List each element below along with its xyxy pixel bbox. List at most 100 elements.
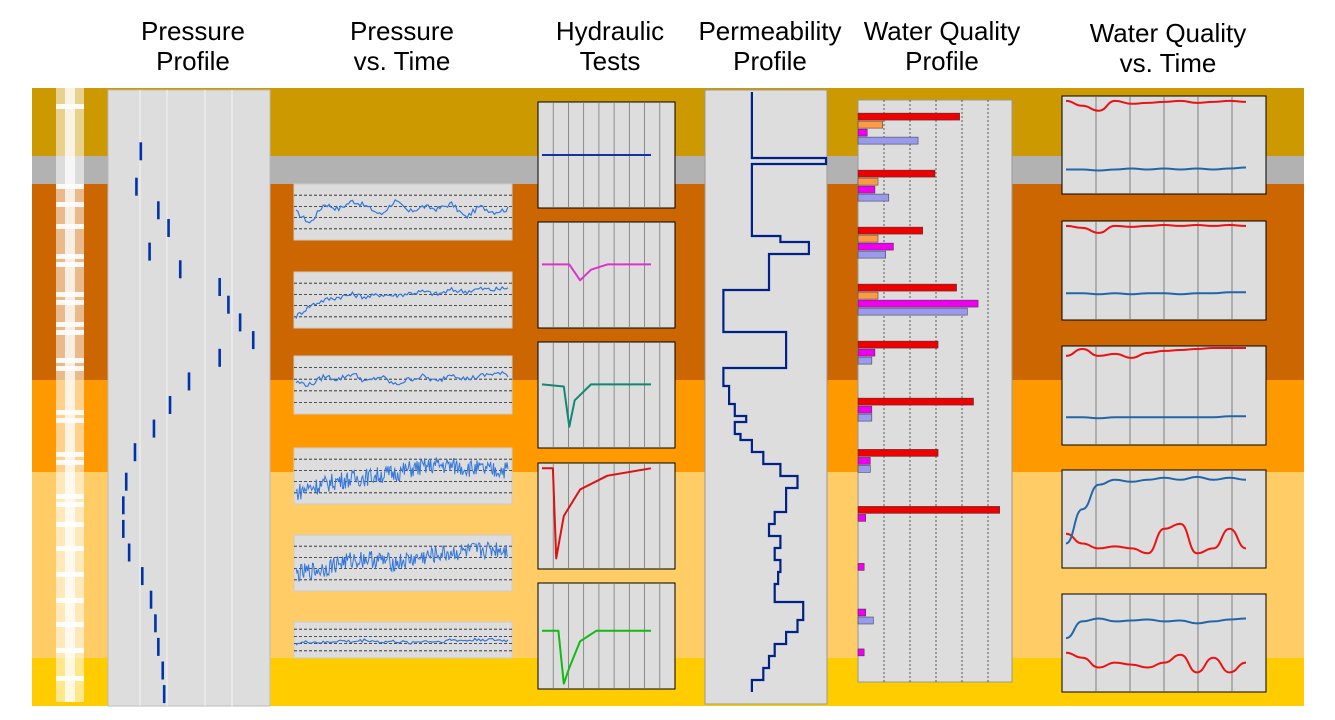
packer-5 — [56, 262, 84, 267]
wq-bar-magenta-3 — [857, 299, 979, 308]
wq-bar-magenta-8 — [857, 563, 865, 571]
wq-bar-orange-2 — [857, 234, 879, 243]
packer-19 — [56, 546, 84, 551]
wq-bar-magenta-9 — [857, 608, 866, 617]
wq-bar-orange-3 — [857, 291, 879, 300]
wq-bar-magenta-0 — [857, 128, 868, 137]
header-hydraulic-tests: Hydraulic Tests — [556, 16, 664, 76]
packer-24 — [56, 676, 84, 681]
pressure-profile-marks — [122, 142, 255, 704]
pressure-time-series-2 — [295, 370, 509, 388]
hydraulic-test-curve-4 — [542, 629, 651, 685]
borehole-column — [56, 88, 84, 702]
packer-11 — [56, 366, 84, 371]
packer-13 — [56, 418, 84, 423]
wq-bar-red-5 — [857, 397, 974, 406]
wq-bar-orange-1 — [857, 177, 879, 186]
hydraulic-test-panel-2 — [537, 341, 676, 449]
packer-3 — [56, 224, 84, 229]
packer-14 — [56, 452, 84, 457]
pressure-time-panels — [293, 183, 513, 659]
wq-bar-magenta-5 — [857, 405, 873, 414]
header-pressure-vs-time-line1: Pressure — [349, 16, 455, 46]
hydraulic-test-panel-1 — [537, 221, 676, 329]
hydraulic-test-curve-2 — [541, 383, 651, 428]
pressure-time-panel-4 — [293, 534, 513, 592]
pressure-profile-grid — [139, 90, 233, 706]
packer-18 — [56, 522, 84, 527]
packer-17 — [56, 502, 84, 507]
water-quality-profile-panel — [857, 99, 1013, 683]
wq-bar-red-0 — [857, 112, 960, 121]
header-water-quality-profile: Water Quality Profile — [864, 16, 1021, 76]
wq-time-blue-line-4 — [1065, 617, 1247, 640]
wq-bar-orange-0 — [857, 120, 883, 129]
packer-15 — [56, 460, 84, 465]
header-water-quality-profile-line2: Profile — [905, 46, 979, 76]
pressure-time-panel-2 — [293, 355, 513, 415]
water-quality-profile-bars — [857, 112, 1000, 657]
header-water-quality-profile-line1: Water Quality — [863, 16, 1021, 46]
header-pressure-vs-time: Pressure vs. Time — [350, 16, 454, 76]
packer-6 — [56, 292, 84, 297]
wq-bar-lavender-6 — [857, 465, 871, 473]
borehole-pipe — [65, 88, 75, 702]
wq-bar-lavender-4 — [857, 356, 873, 365]
wq-time-red-line-0 — [1065, 99, 1247, 112]
header-permeability-profile-line1: Permeability — [698, 16, 842, 46]
pressure-time-panel-3 — [293, 447, 513, 505]
hydraulic-test-panels — [537, 101, 676, 690]
pressure-time-series-3 — [295, 457, 509, 501]
header-hydraulic-tests-line2: Tests — [579, 46, 641, 76]
wq-bar-lavender-3 — [857, 307, 968, 316]
header-water-quality-vs-time-line1: Water Quality — [1089, 18, 1247, 48]
wq-bar-magenta-6 — [857, 457, 871, 465]
hydraulic-test-curve-1 — [542, 263, 651, 282]
packer-10 — [56, 358, 84, 363]
wq-bar-lavender-9 — [857, 616, 874, 625]
header-pressure-profile: Pressure Profile — [141, 16, 245, 76]
wq-bar-magenta-1 — [857, 185, 876, 194]
wq-time-red-line-1 — [1065, 223, 1247, 234]
header-permeability-profile-line2: Profile — [733, 46, 807, 76]
pressure-profile-panel — [107, 89, 271, 707]
wq-bar-magenta-7 — [857, 514, 866, 522]
wq-time-red-line-3 — [1065, 522, 1247, 555]
packer-7 — [56, 300, 84, 305]
wq-time-blue-line-2 — [1065, 415, 1246, 420]
packer-21 — [56, 598, 84, 603]
wq-bar-red-2 — [857, 226, 923, 235]
header-pressure-vs-time-line2: vs. Time — [353, 46, 451, 76]
permeability-step-line — [722, 92, 828, 692]
wq-bar-magenta-2 — [857, 242, 894, 251]
wq-bar-red-4 — [857, 340, 939, 349]
packer-12 — [56, 410, 84, 415]
packer-8 — [56, 322, 84, 327]
water-quality-time-panels — [1061, 95, 1267, 693]
packer-16 — [56, 494, 84, 499]
pressure-time-panel-1 — [293, 271, 513, 329]
wq-bar-red-1 — [857, 169, 936, 178]
wq-bar-lavender-5 — [857, 413, 873, 422]
wq-bar-lavender-0 — [857, 136, 919, 145]
packer-0 — [56, 104, 84, 109]
header-water-quality-vs-time-line2: vs. Time — [1119, 48, 1217, 78]
wq-time-red-line-4 — [1065, 651, 1247, 674]
pressure-time-series-1 — [295, 285, 509, 319]
packer-1 — [56, 184, 84, 189]
packer-9 — [56, 330, 84, 335]
permeability-panel — [704, 89, 828, 705]
header-hydraulic-tests-line1: Hydraulic — [555, 16, 665, 46]
pressure-time-series-0 — [295, 199, 509, 224]
wq-bar-red-3 — [857, 283, 957, 292]
hydraulic-test-curve-3 — [542, 467, 652, 560]
packer-2 — [56, 202, 84, 207]
packer-22 — [56, 622, 84, 627]
wq-bar-lavender-2 — [857, 250, 886, 259]
wq-bar-red-6 — [857, 449, 939, 457]
hydraulic-test-panel-4 — [537, 582, 676, 690]
wq-bar-red-7 — [857, 506, 1000, 514]
wq-time-blue-line-0 — [1066, 166, 1247, 172]
packer-4 — [56, 254, 84, 259]
